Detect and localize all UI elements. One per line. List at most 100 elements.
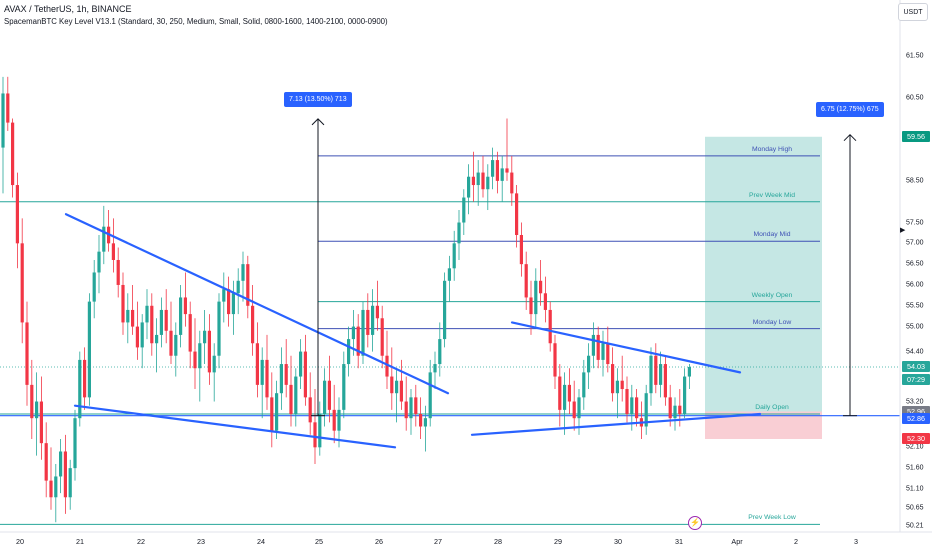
candle-body bbox=[303, 351, 307, 398]
candle bbox=[270, 372, 274, 448]
candle bbox=[1, 76, 5, 194]
candle-body bbox=[361, 309, 365, 356]
candle-body bbox=[447, 268, 451, 281]
candle-body bbox=[687, 366, 691, 377]
candle-body bbox=[251, 305, 255, 344]
candle-body bbox=[323, 380, 327, 415]
candle-body bbox=[140, 322, 144, 348]
candle-body bbox=[332, 409, 336, 431]
candle bbox=[188, 301, 192, 369]
currency-button[interactable]: USDT bbox=[898, 3, 928, 21]
candle bbox=[505, 118, 509, 181]
candle bbox=[443, 272, 447, 348]
candle bbox=[83, 347, 87, 410]
candle bbox=[279, 347, 283, 410]
candle-body bbox=[260, 359, 264, 385]
candle-body bbox=[318, 414, 322, 448]
candle-body bbox=[366, 309, 370, 335]
measure-label-left[interactable]: 7.13 (13.50%) 713 bbox=[284, 92, 352, 107]
candle bbox=[284, 339, 288, 398]
candle-body bbox=[179, 297, 183, 335]
candle bbox=[265, 334, 269, 410]
candle-body bbox=[625, 389, 629, 415]
candle-body bbox=[678, 405, 682, 415]
price-tick-label: 60.50 bbox=[906, 94, 924, 102]
candle bbox=[606, 326, 610, 373]
candle-body bbox=[659, 364, 663, 385]
candle-body bbox=[299, 351, 303, 377]
indicator-legend[interactable]: SpacemanBTC Key Level V13.1 (Standard, 3… bbox=[4, 17, 388, 26]
lightning-icon[interactable]: ⚡ bbox=[688, 516, 702, 530]
candle bbox=[20, 218, 24, 344]
time-tick-label: Apr bbox=[731, 537, 743, 546]
candle-body bbox=[375, 305, 379, 319]
price-tag: 07:29 bbox=[902, 373, 930, 385]
candle bbox=[212, 343, 216, 402]
candle bbox=[366, 293, 370, 348]
candle-body bbox=[183, 297, 187, 315]
candle-body bbox=[630, 397, 634, 415]
candle-body bbox=[102, 226, 106, 252]
candle-body bbox=[505, 168, 509, 173]
candle bbox=[107, 210, 111, 252]
candle-body bbox=[534, 280, 538, 315]
candle-body bbox=[20, 243, 24, 323]
candle-body bbox=[193, 351, 197, 369]
candle-body bbox=[558, 376, 562, 410]
candle bbox=[308, 372, 312, 435]
candle bbox=[467, 164, 471, 215]
candle-body bbox=[380, 318, 384, 356]
candle bbox=[97, 235, 101, 294]
candle bbox=[63, 434, 67, 514]
candle-body bbox=[385, 355, 389, 377]
candle bbox=[423, 405, 427, 452]
candle-body bbox=[116, 259, 120, 285]
candle-body bbox=[481, 172, 485, 190]
candle-body bbox=[63, 451, 67, 498]
candle-body bbox=[347, 339, 351, 365]
candle bbox=[347, 326, 351, 377]
measure-label-right[interactable]: 6.75 (12.75%) 675 bbox=[816, 102, 884, 117]
price-tick-label: 50.21 bbox=[906, 522, 924, 530]
candle bbox=[649, 347, 653, 406]
candle-body bbox=[78, 359, 82, 419]
candle bbox=[491, 147, 495, 190]
key-level-label: Daily Open bbox=[755, 404, 789, 412]
candle bbox=[251, 284, 255, 356]
candle-body bbox=[399, 380, 403, 402]
trendline-drawings[interactable] bbox=[64, 213, 762, 449]
candle-body bbox=[683, 376, 687, 415]
price-tick-label: 51.60 bbox=[906, 464, 924, 472]
candle bbox=[227, 276, 231, 327]
time-tick-label: 25 bbox=[315, 537, 323, 546]
candle bbox=[395, 368, 399, 423]
candle bbox=[587, 343, 591, 390]
candle-body bbox=[150, 305, 154, 344]
candle-body bbox=[87, 301, 91, 398]
candle bbox=[44, 422, 48, 498]
price-tick-label: 54.40 bbox=[906, 348, 924, 356]
candle bbox=[510, 155, 514, 206]
price-tag: 59.56 bbox=[902, 131, 930, 143]
candle-body bbox=[582, 372, 586, 398]
candle bbox=[193, 318, 197, 390]
candle bbox=[582, 359, 586, 410]
time-tick-label: 22 bbox=[137, 537, 145, 546]
candle bbox=[121, 272, 125, 335]
measure-arrows[interactable] bbox=[311, 118, 857, 417]
candle-body bbox=[35, 401, 39, 419]
candle bbox=[539, 259, 543, 306]
candle-body bbox=[241, 264, 245, 281]
candle bbox=[683, 368, 687, 419]
candle-body bbox=[356, 326, 360, 356]
candle-body bbox=[438, 339, 442, 365]
candle bbox=[462, 189, 466, 236]
candle bbox=[567, 368, 571, 415]
candle bbox=[25, 301, 29, 406]
candle-body bbox=[606, 343, 610, 365]
candle-body bbox=[577, 397, 581, 419]
candle-body bbox=[529, 297, 533, 315]
price-tick-label: 55.50 bbox=[906, 302, 924, 310]
candle-body bbox=[428, 372, 432, 419]
